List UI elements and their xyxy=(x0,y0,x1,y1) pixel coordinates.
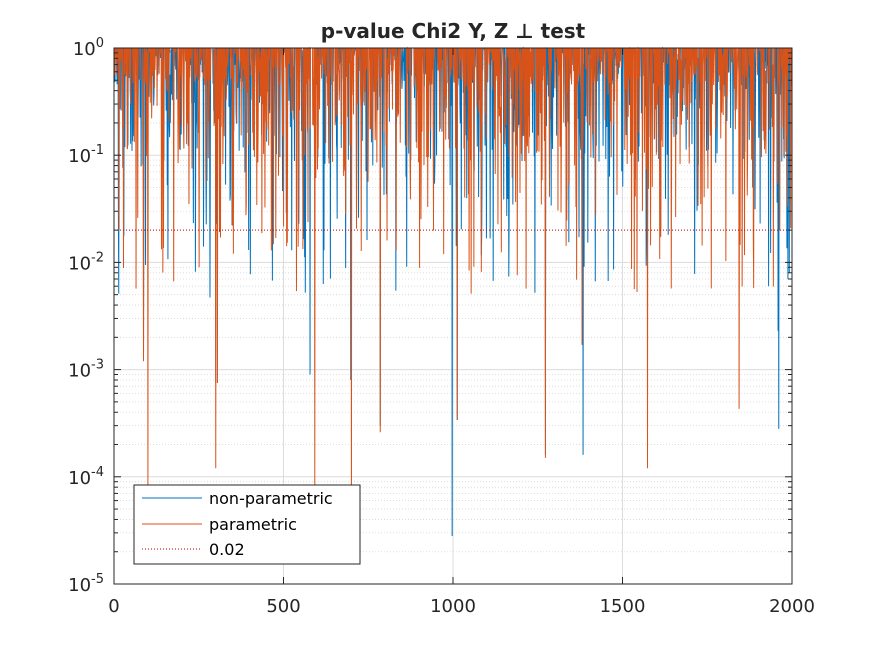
y-tick-label: 10-3 xyxy=(68,358,104,382)
x-tick-label: 0 xyxy=(108,596,119,617)
y-tick-label: 10-5 xyxy=(68,572,104,596)
legend-label-non-parametric: non-parametric xyxy=(209,489,333,508)
y-tick-label: 10-1 xyxy=(68,143,104,167)
legend-label-threshold: 0.02 xyxy=(209,540,245,559)
axis-ticks xyxy=(113,47,793,585)
legend: non-parametric parametric 0.02 xyxy=(133,484,361,565)
x-tick-label: 500 xyxy=(266,596,300,617)
y-tick-label: 100 xyxy=(73,36,104,60)
x-tick-label: 2000 xyxy=(769,596,815,617)
y-axis-tick-labels: 10-5 10-4 10-3 10-2 10-1 100 xyxy=(68,36,104,596)
y-tick-label: 10-2 xyxy=(68,250,104,274)
legend-label-parametric: parametric xyxy=(209,515,297,534)
x-tick-label: 1500 xyxy=(600,596,646,617)
x-axis-tick-labels: 0 500 1000 1500 2000 xyxy=(108,596,815,617)
x-tick-label: 1000 xyxy=(430,596,476,617)
y-tick-label: 10-4 xyxy=(68,465,104,489)
chart-title: p-value Chi2 Y, Z ⊥ test xyxy=(321,19,586,43)
